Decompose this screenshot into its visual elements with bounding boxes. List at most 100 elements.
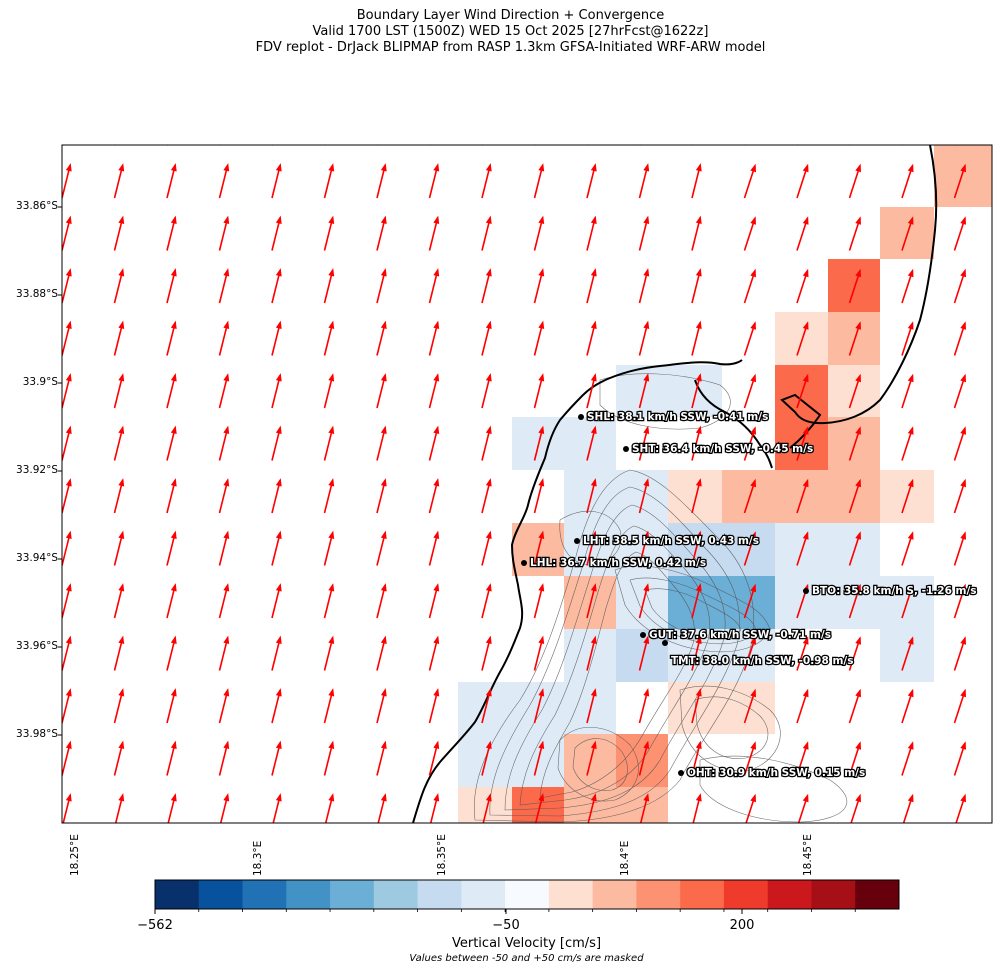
wind-arrow-head	[433, 740, 440, 750]
wind-arrow-head	[907, 373, 914, 383]
wind-arrow-head	[433, 425, 440, 435]
coastline	[412, 145, 938, 823]
wind-arrow-head	[170, 688, 177, 697]
wind-arrow-head	[538, 215, 545, 225]
wind-arrow-head	[695, 320, 702, 330]
wind-arrow-head	[750, 373, 757, 383]
wind-arrow-head	[485, 583, 492, 592]
wind-arrow-head	[328, 740, 335, 750]
wind-arrow-head	[170, 530, 177, 540]
wind-arrow-head	[803, 111, 809, 120]
wind-arrow-head	[380, 688, 387, 697]
wind-arrow	[848, 145, 851, 146]
wind-arrow-head	[328, 583, 335, 592]
wind-arrow-head	[433, 215, 440, 225]
wind-arrow-head	[380, 425, 387, 435]
colorbar-segment	[811, 880, 856, 909]
wind-arrow-head	[275, 478, 282, 487]
wind-arrow	[325, 848, 333, 881]
station-markers: SHL: 38.1 km/h SSW, -0.41 m/s SHT: 36.4 k…	[521, 410, 978, 780]
wind-arrow-head	[696, 846, 702, 854]
wind-arrow-head	[750, 478, 757, 488]
station-dot-gut	[640, 632, 646, 638]
wind-arrow-head	[380, 215, 387, 225]
station-label-shl: SHL: 38.1 km/h SSW, -0.41 m/s	[587, 411, 768, 423]
wind-arrow-head	[433, 320, 440, 330]
wind-arrow-head	[118, 268, 125, 277]
colorbar-tick-label: −562	[137, 918, 173, 933]
title-line-3: FDV replot - DrJack BLIPMAP from RASP 1.…	[255, 40, 766, 55]
wind-arrow-head	[381, 846, 387, 854]
wind-arrow-head	[802, 636, 809, 645]
wind-arrow-head	[590, 320, 597, 330]
wind-arrow-head	[275, 530, 282, 540]
wind-arrow-head	[590, 163, 597, 172]
wind-arrow	[587, 848, 595, 881]
wind-arrow-head	[486, 846, 492, 854]
station-dot-lhl	[521, 560, 527, 566]
colorbar-segment	[636, 880, 681, 909]
wind-arrow-head	[118, 163, 125, 172]
wind-arrow-head	[170, 583, 177, 592]
title-block: Boundary Layer Wind Direction + Converge…	[0, 8, 1001, 56]
wind-arrow-head	[486, 111, 492, 119]
wind-arrow-head	[538, 111, 544, 119]
velocity-cell	[564, 470, 616, 523]
wind-arrow-head	[328, 268, 335, 277]
wind-arrow-head	[960, 636, 967, 645]
wind-arrow-head	[223, 425, 230, 435]
wind-arrow-head	[802, 321, 809, 330]
wind-arrow-head	[433, 478, 440, 487]
wind-arrow-head	[223, 320, 230, 330]
wind-arrow-head	[328, 846, 334, 854]
velocity-cell	[828, 417, 880, 470]
wind-arrow-head	[695, 793, 702, 802]
wind-arrow-head	[695, 740, 702, 750]
wind-arrow-head	[485, 163, 492, 172]
wind-arrow-head	[643, 215, 650, 225]
wind-arrow-head	[485, 373, 492, 382]
wind-arrow-head	[433, 373, 440, 382]
wind-arrow-head	[485, 688, 492, 697]
colorbar-tick-label: 200	[729, 918, 755, 933]
wind-arrow	[638, 145, 641, 146]
wind-arrow-head	[695, 215, 702, 225]
wind-arrow-head	[855, 846, 861, 855]
wind-arrow-head	[223, 793, 230, 802]
wind-arrow-head	[433, 583, 440, 592]
wind-arrow-head	[643, 740, 650, 750]
wind-arrow-head	[907, 741, 914, 750]
wind-arrow-head	[433, 635, 440, 645]
wind-arrow-head	[538, 846, 544, 854]
wind-arrow	[535, 848, 543, 881]
wind-arrow	[745, 848, 756, 880]
wind-arrow-head	[750, 216, 757, 225]
wind-arrow-head	[485, 320, 492, 330]
wind-arrow	[377, 848, 385, 881]
wind-arrow-head	[750, 321, 757, 330]
wind-arrow	[323, 145, 326, 146]
wind-arrow-head	[65, 530, 72, 540]
wind-arrow-head	[907, 636, 914, 645]
wind-arrow-head	[433, 111, 439, 119]
wind-arrow-head	[960, 426, 967, 435]
wind-arrow-head	[223, 583, 230, 592]
wind-arrow	[220, 848, 228, 881]
velocity-cell	[722, 576, 775, 629]
wind-arrow-head	[802, 373, 809, 383]
wind-arrow-head	[223, 215, 230, 225]
wind-arrow-head	[960, 793, 967, 803]
wind-arrow-head	[907, 583, 914, 593]
wind-arrow-head	[485, 478, 492, 487]
latitude-tick-label: 33.96°S	[16, 640, 58, 652]
station-dot-lht	[574, 538, 580, 544]
wind-arrow-head	[908, 111, 914, 120]
wind-arrow-head	[276, 846, 282, 854]
wind-arrow-head	[118, 846, 124, 854]
wind-arrow-head	[695, 635, 702, 645]
wind-arrow	[62, 145, 63, 146]
wind-arrow-head	[223, 478, 230, 487]
velocity-cell	[775, 312, 828, 365]
wind-arrow-head	[380, 478, 387, 487]
